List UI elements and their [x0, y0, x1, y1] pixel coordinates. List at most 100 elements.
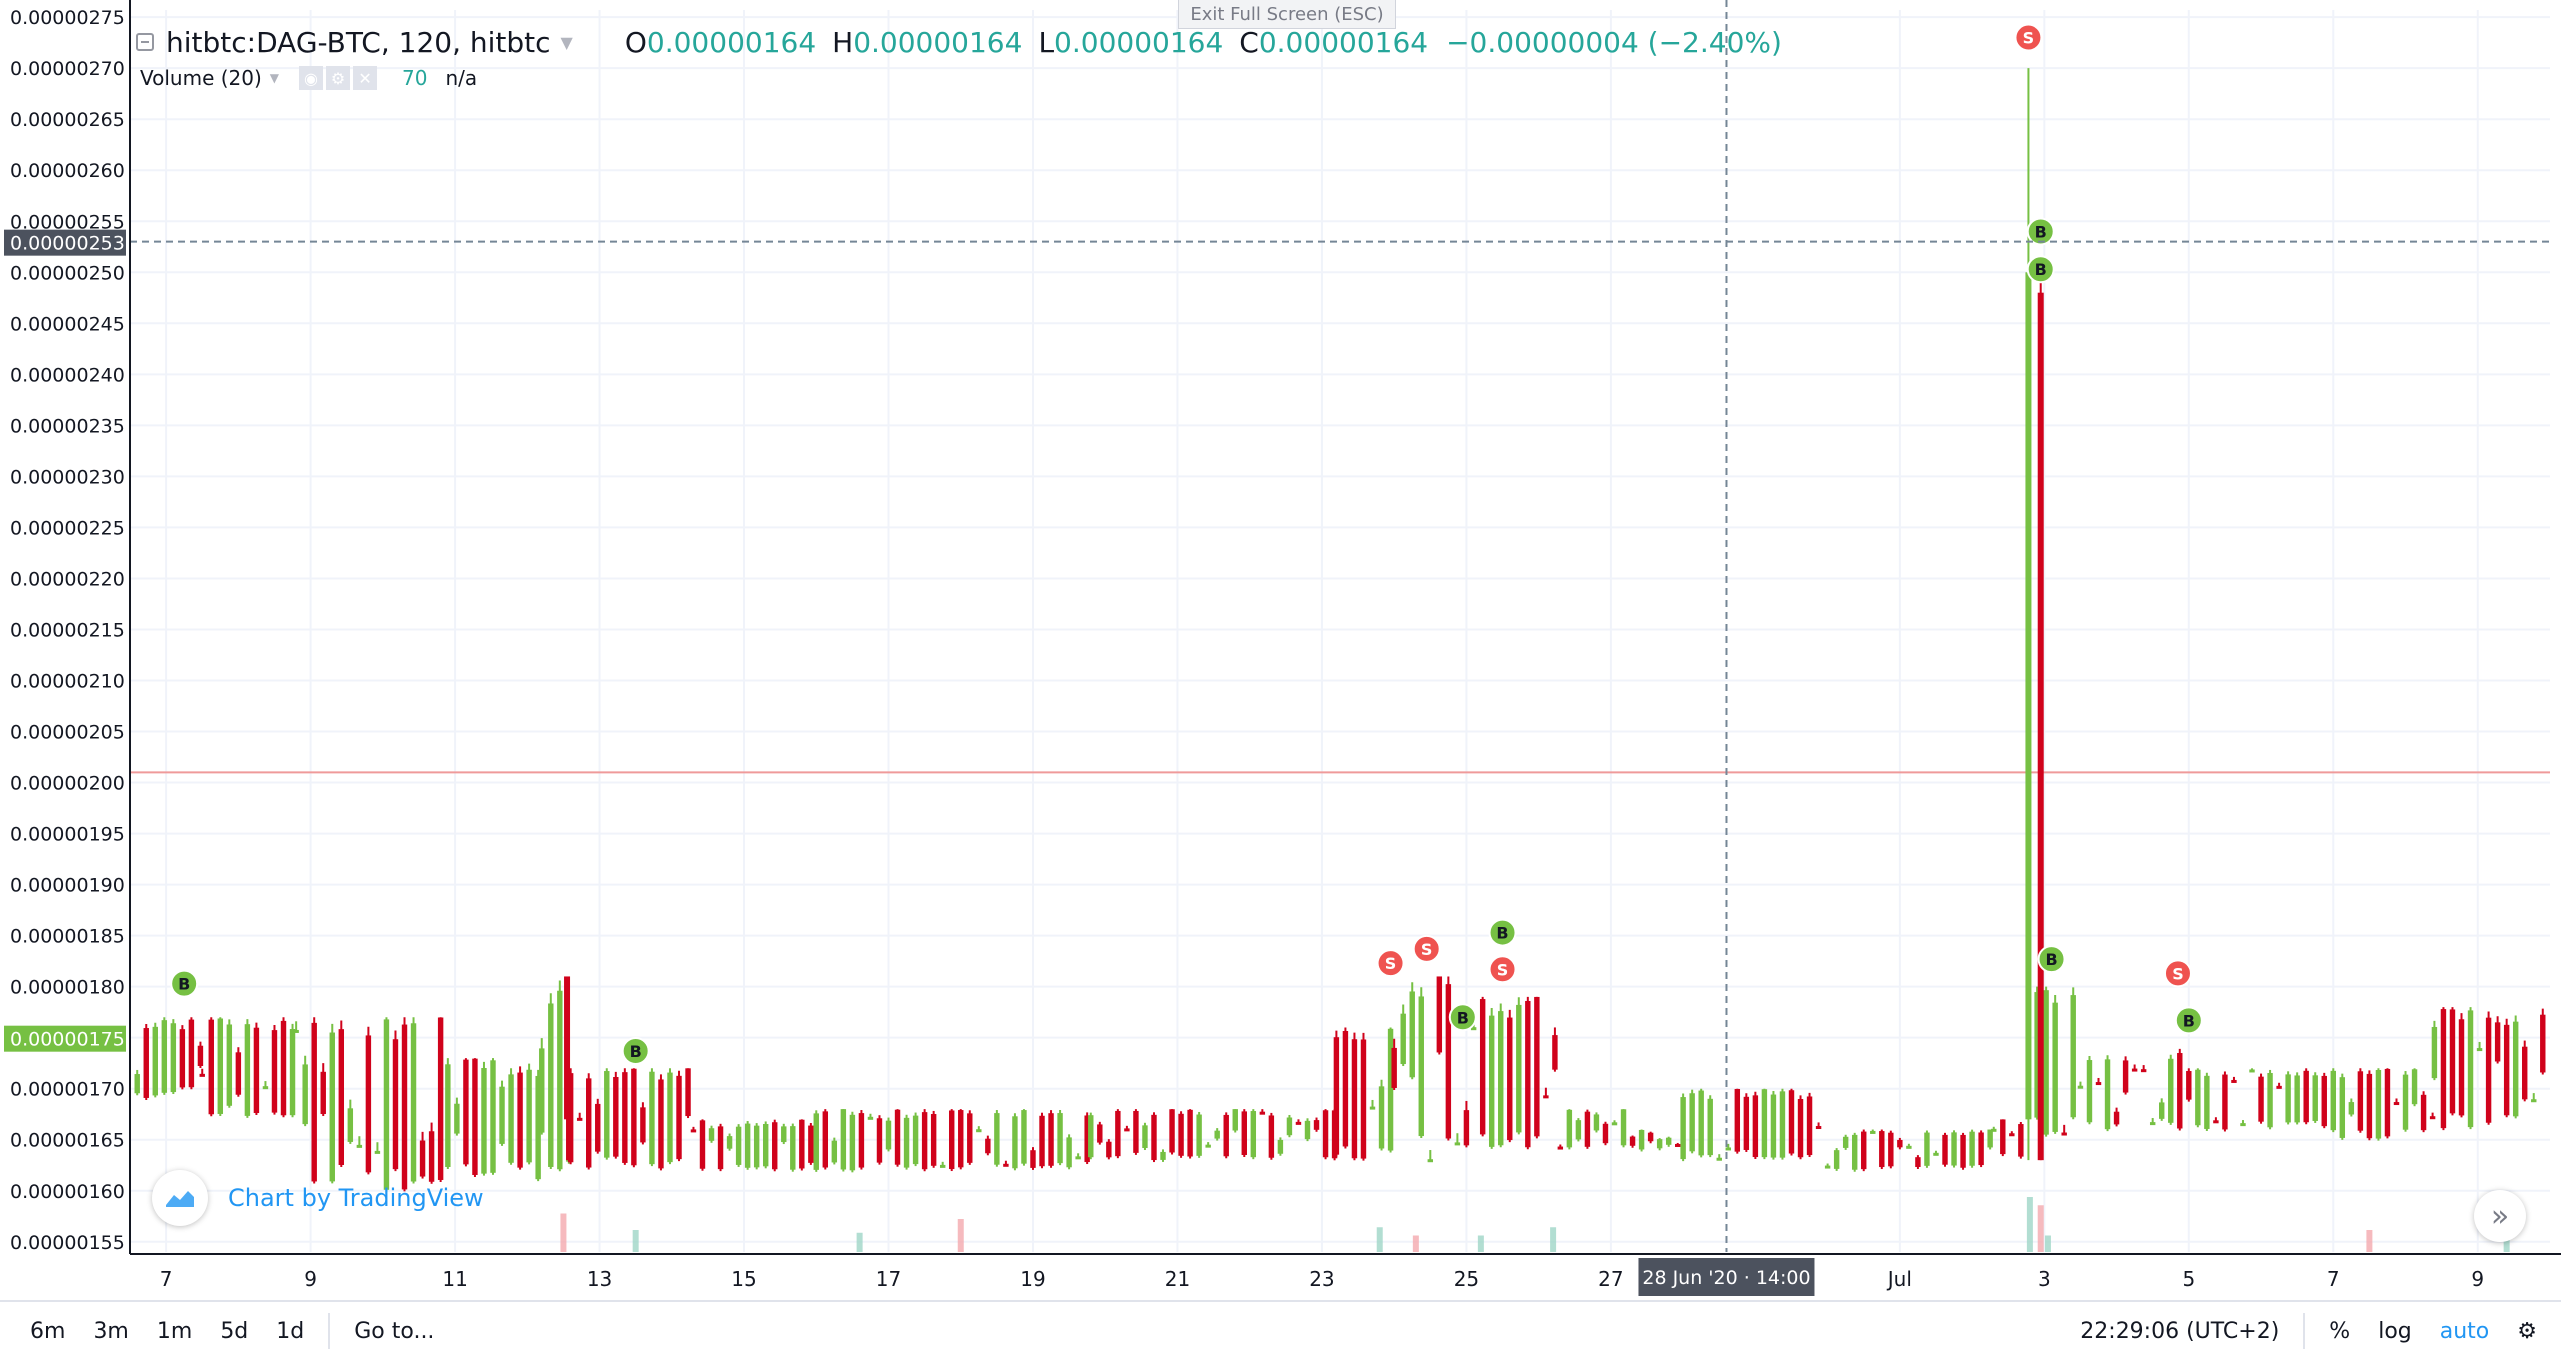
candle-down — [2321, 1075, 2327, 1127]
range-6m-button[interactable]: 6m — [30, 1318, 66, 1344]
sell-marker: S — [1488, 955, 1517, 984]
percent-toggle[interactable]: % — [2329, 1318, 2351, 1344]
y-tick-label: 0.00000235 — [10, 415, 125, 437]
candle-up — [781, 1126, 787, 1143]
candle-up — [1516, 1004, 1522, 1133]
candle-up — [667, 1072, 673, 1163]
candle-down — [2177, 1053, 2183, 1129]
chevron-down-icon[interactable]: ▼ — [269, 71, 280, 85]
candle-down — [365, 1035, 372, 1173]
candle-up — [2034, 992, 2040, 1118]
scroll-to-realtime-button[interactable]: » — [2474, 1190, 2526, 1242]
candle-down — [567, 1073, 574, 1163]
candle-down — [419, 1140, 426, 1177]
candle-up — [1454, 1142, 1461, 1146]
candle-down — [1629, 1136, 1636, 1146]
marker-label: B — [630, 1042, 642, 1061]
candle-up — [1707, 1098, 1713, 1156]
candle-down — [586, 1078, 592, 1168]
volume-bar — [957, 1219, 964, 1252]
candle-down — [280, 1020, 287, 1116]
symbol-title[interactable]: hitbtc:DAG-BTC, 120, hitbtc — [166, 25, 551, 59]
y-tick-label: 0.00000245 — [10, 313, 125, 335]
candle-up — [293, 1029, 299, 1033]
candle-down — [2420, 1094, 2427, 1131]
y-tick-label: 0.00000225 — [10, 517, 125, 539]
bottom-toolbar: 6m 3m 1m 5d 1d Go to... 22:29:06 (UTC+2)… — [0, 1300, 2561, 1360]
collapse-icon[interactable] — [136, 33, 154, 51]
candle-down — [2503, 1024, 2510, 1116]
goto-button[interactable]: Go to... — [354, 1318, 435, 1344]
candle-down — [1861, 1131, 1867, 1170]
candle-up — [903, 1117, 910, 1168]
range-1m-button[interactable]: 1m — [156, 1318, 193, 1344]
candle-down — [808, 1125, 814, 1163]
candle-up — [994, 1113, 1000, 1165]
eye-icon[interactable]: ◉ — [299, 66, 324, 90]
range-1d-button[interactable]: 1d — [276, 1318, 305, 1344]
candle-up — [302, 1064, 308, 1125]
gear-icon[interactable]: ⚙ — [326, 66, 351, 90]
candle-down — [338, 1029, 345, 1165]
candle-up — [1620, 1109, 1627, 1146]
candle-up — [454, 1103, 460, 1134]
x-tick-label: 7 — [160, 1267, 173, 1291]
volume-label[interactable]: Volume (20) — [140, 66, 262, 90]
candle-up — [1951, 1132, 1957, 1166]
close-icon[interactable]: ✕ — [353, 66, 378, 90]
candle-down — [1295, 1121, 1302, 1125]
crosshair-price-label: 0.00000253 — [10, 233, 125, 255]
candle-down — [1084, 1115, 1090, 1163]
buy-marker: B — [1488, 918, 1517, 947]
exit-fullscreen-button[interactable]: Exit Full Screen (ESC) — [1178, 0, 1396, 29]
candle-down — [1479, 999, 1486, 1135]
candle-down — [622, 1072, 628, 1163]
candle-down — [894, 1109, 901, 1165]
candle-up — [912, 1115, 919, 1165]
y-tick-label: 0.00000250 — [10, 262, 125, 284]
candle-down — [1534, 996, 1540, 1137]
candle-down — [517, 1072, 523, 1168]
y-tick-label: 0.00000230 — [10, 466, 125, 488]
candle-up — [1842, 1136, 1849, 1148]
candle-down — [930, 1114, 937, 1166]
buy-marker: B — [621, 1036, 650, 1065]
candle-down — [717, 1126, 724, 1170]
candle-down — [676, 1075, 682, 1160]
candle-down — [595, 1103, 601, 1152]
log-toggle[interactable]: log — [2378, 1318, 2412, 1344]
candle-up — [2168, 1058, 2174, 1123]
chevron-down-icon[interactable]: ▼ — [560, 32, 573, 52]
candle-down — [1602, 1123, 1609, 1144]
buy-marker: B — [2026, 217, 2055, 246]
buy-marker: B — [2026, 255, 2055, 284]
crosshair-price-tag — [4, 229, 126, 256]
candle-down — [576, 1117, 583, 1121]
volume-bar — [1477, 1235, 1484, 1252]
candle-up — [2285, 1074, 2291, 1123]
candle-up — [1470, 1027, 1477, 1031]
gear-icon[interactable]: ⚙ — [2517, 1318, 2537, 1344]
candle-up — [1498, 1011, 1504, 1146]
candle-down — [658, 1079, 664, 1169]
clock-label[interactable]: 22:29:06 (UTC+2) — [2080, 1318, 2280, 1344]
toolbar-divider — [328, 1313, 331, 1349]
candle-down — [199, 1073, 205, 1077]
auto-toggle[interactable]: auto — [2439, 1318, 2490, 1344]
candle-up — [726, 1136, 733, 1149]
candle-up — [708, 1128, 715, 1141]
range-3m-button[interactable]: 3m — [93, 1318, 129, 1344]
candle-down — [1743, 1096, 1750, 1150]
range-5d-button[interactable]: 5d — [220, 1318, 249, 1344]
candle-up — [1378, 1086, 1385, 1149]
candle-up — [2411, 1069, 2418, 1105]
candle-up — [1142, 1125, 1148, 1149]
candle-down — [2122, 1060, 2129, 1093]
candle-down — [640, 1107, 646, 1143]
candle-down — [320, 1071, 326, 1115]
crosshair-time-label: 28 Jun '20 · 14:00 — [1642, 1267, 1810, 1289]
tradingview-credit[interactable]: Chart by TradingView — [152, 1170, 484, 1226]
high-label: H — [832, 25, 854, 59]
candle-down — [1942, 1134, 1948, 1165]
